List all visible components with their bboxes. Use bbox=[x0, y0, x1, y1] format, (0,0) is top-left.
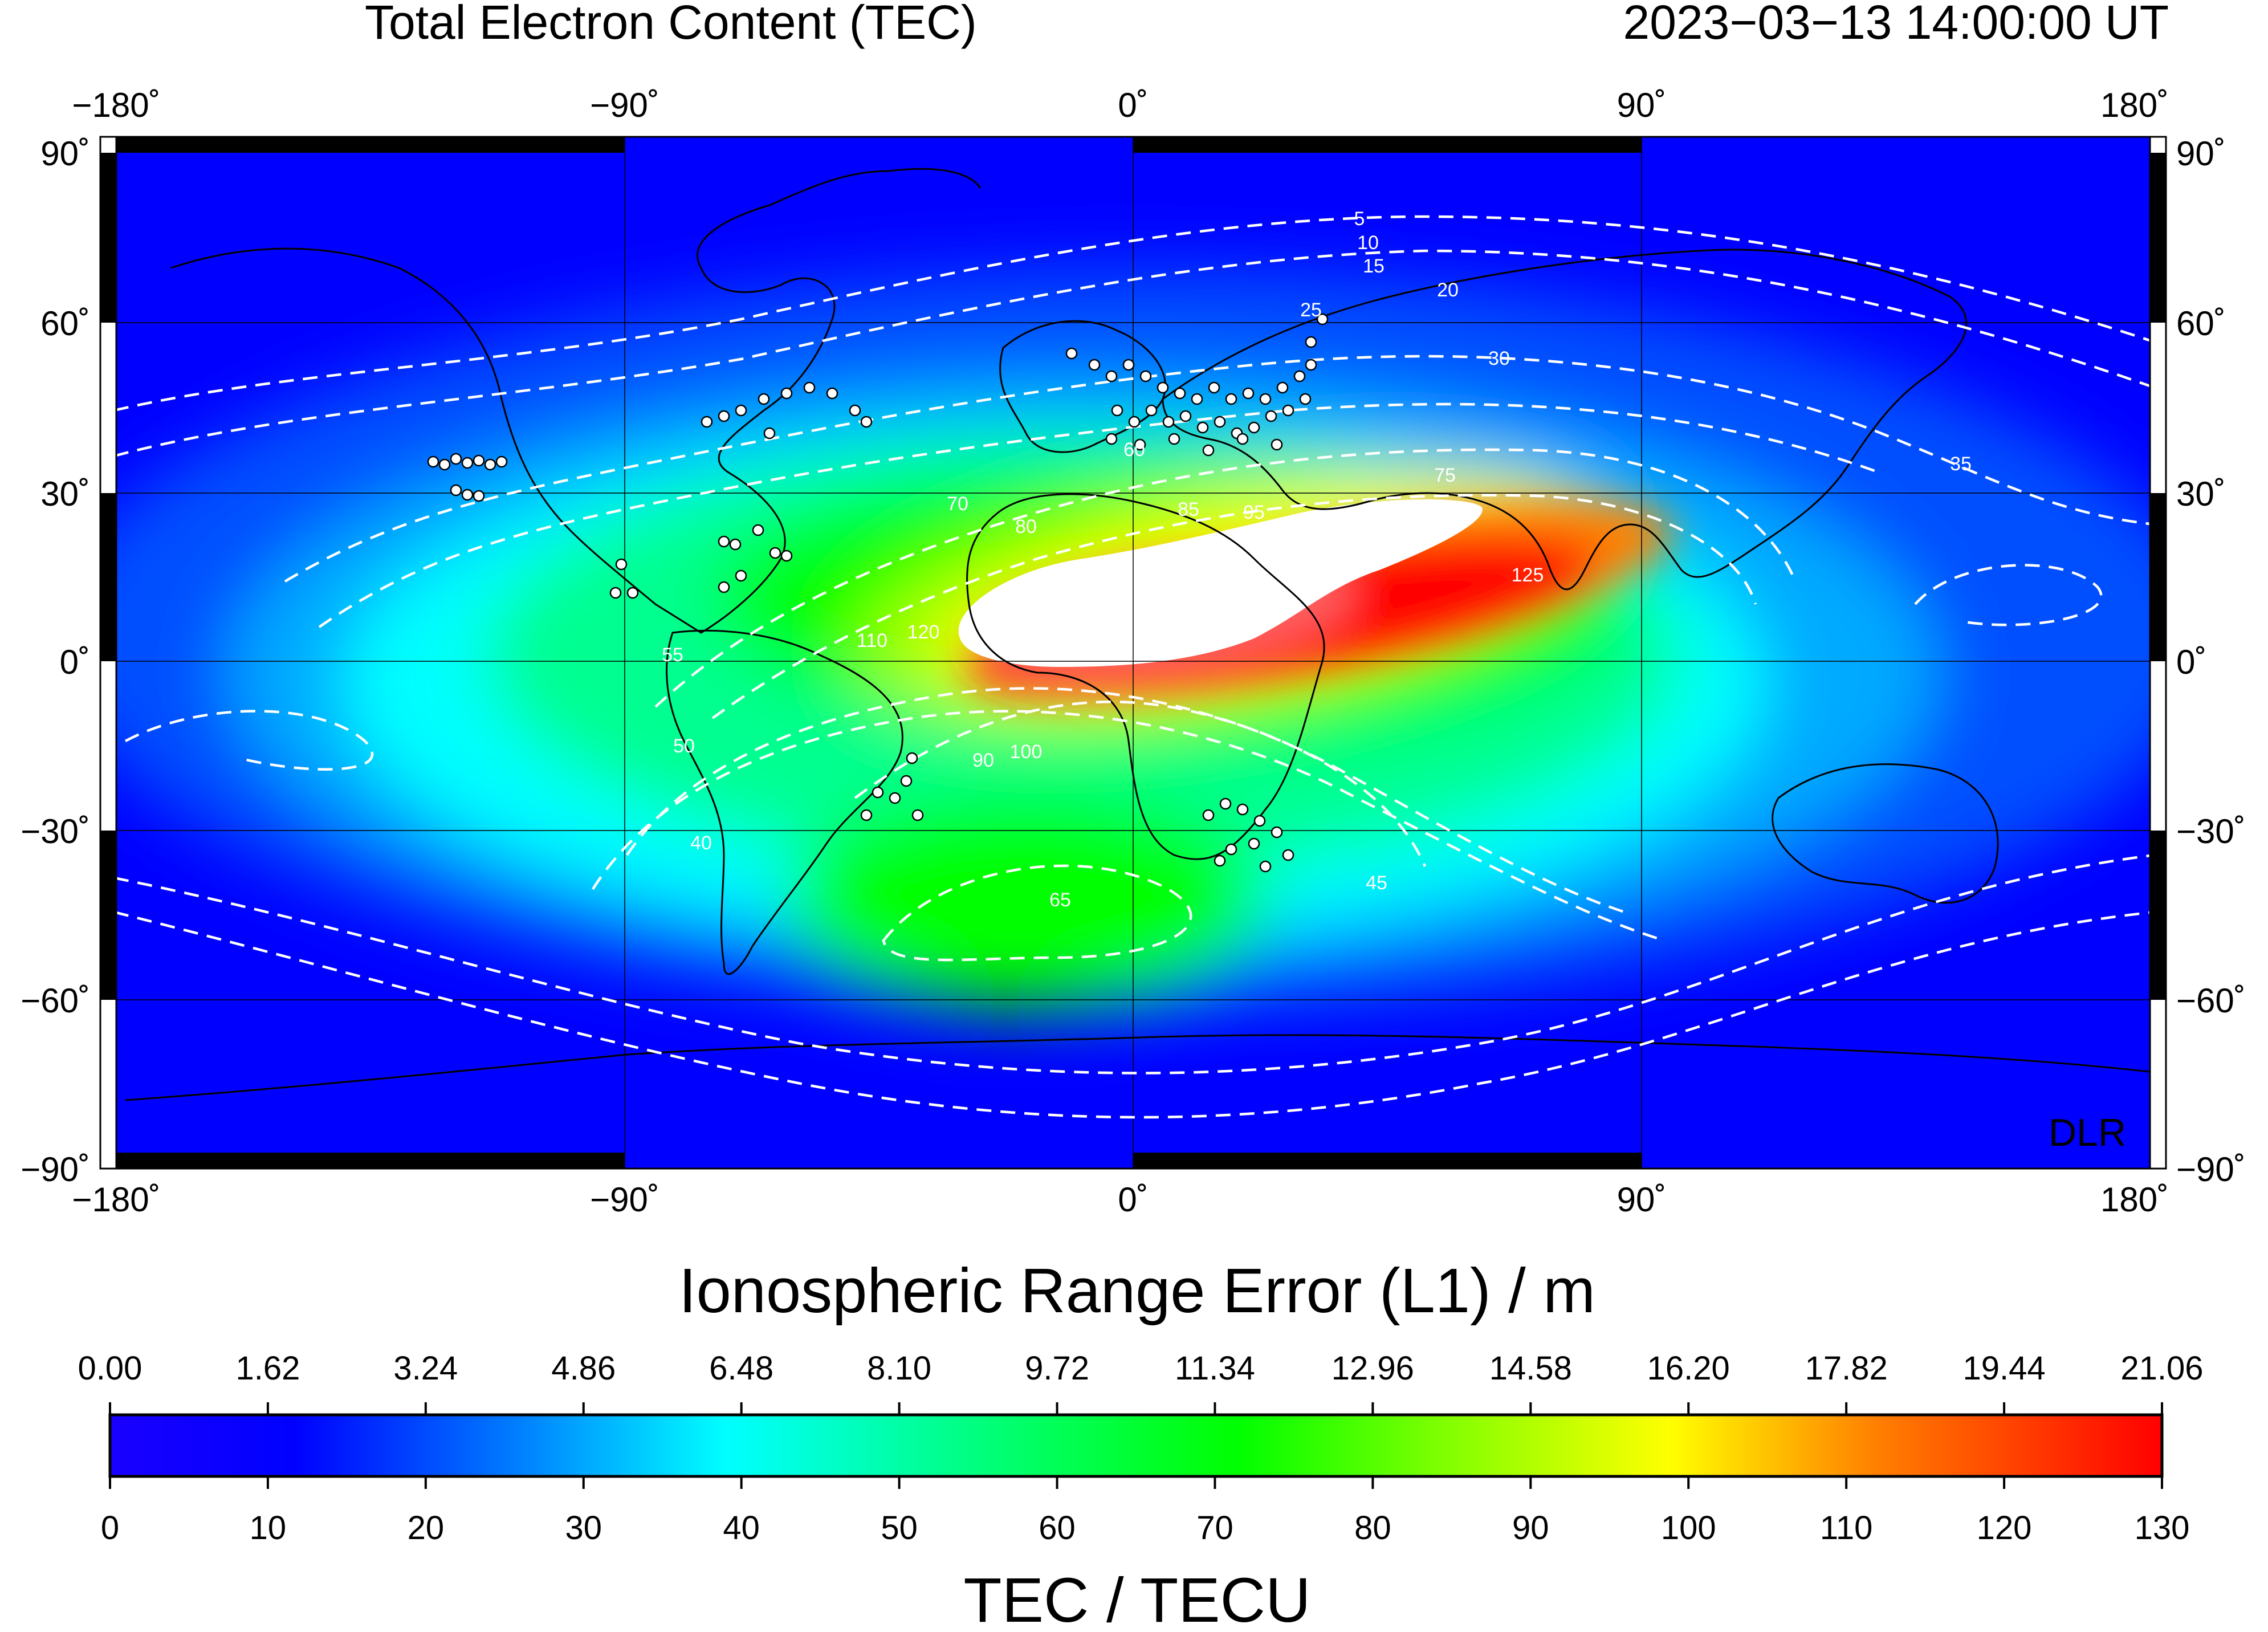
colorbar-tick-marks bbox=[109, 1402, 2163, 1489]
colorbar-tec-tick: 10 bbox=[250, 1509, 287, 1546]
colorbar-tec-tick: 60 bbox=[1039, 1509, 1076, 1546]
lon-label: −180˚ bbox=[72, 86, 160, 124]
colorbar-tec-tick: 70 bbox=[1196, 1509, 1233, 1546]
lat-label: 30˚ bbox=[40, 475, 90, 513]
lon-labels-top: −180˚ −90˚ 0˚ 90˚ 180˚ bbox=[72, 86, 2169, 124]
contour-label: 75 bbox=[1434, 465, 1456, 486]
colorbar-range-tick: 4.86 bbox=[551, 1350, 616, 1387]
contour-label: 5 bbox=[1354, 208, 1365, 230]
contour-label: 125 bbox=[1512, 564, 1544, 586]
lon-labels-bottom: −180˚ −90˚ 0˚ 90˚ 180˚ bbox=[72, 1181, 2169, 1219]
lat-labels-left: 90˚ 60˚ 30˚ 0˚ −30˚ −60˚ −90˚ bbox=[21, 135, 90, 1189]
colorbar-range-tick: 9.72 bbox=[1025, 1350, 1089, 1387]
contour-label: 85 bbox=[1178, 499, 1199, 520]
lat-label: −60˚ bbox=[21, 982, 90, 1020]
colorbar-top-ticks: 0.00 1.62 3.24 4.86 6.48 8.10 9.72 11.34 12.96 14… bbox=[78, 1350, 2204, 1387]
dlr-watermark: DLR bbox=[2049, 1111, 2126, 1154]
contour-label: 65 bbox=[1049, 889, 1071, 911]
colorbar-range-tick: 21.06 bbox=[2120, 1350, 2203, 1387]
lat-label: −90˚ bbox=[21, 1150, 90, 1189]
tec-contours bbox=[116, 215, 2150, 1119]
contour-label: 55 bbox=[662, 644, 683, 666]
graticule bbox=[116, 137, 2150, 1169]
lon-label: 90˚ bbox=[1617, 1181, 1667, 1219]
lon-label: −90˚ bbox=[590, 86, 659, 124]
colorbar-tec-tick: 120 bbox=[1977, 1509, 2032, 1546]
tec-field bbox=[116, 137, 2150, 1169]
colorbar-title-bottom: TEC / TECU bbox=[963, 1565, 1310, 1629]
colorbar-tec-tick: 0 bbox=[101, 1509, 119, 1546]
contour-label: 40 bbox=[690, 832, 712, 854]
lon-label: −90˚ bbox=[590, 1181, 659, 1219]
colorbar-range-tick: 1.62 bbox=[235, 1350, 300, 1387]
lat-label: 0˚ bbox=[2176, 643, 2206, 681]
colorbar-tec-tick: 80 bbox=[1354, 1509, 1391, 1546]
colorbar-tec-tick: 130 bbox=[2135, 1509, 2190, 1546]
colorbar-tec-tick: 20 bbox=[408, 1509, 445, 1546]
contour-label: 20 bbox=[1437, 279, 1459, 301]
colorbar-tec-tick: 100 bbox=[1661, 1509, 1716, 1546]
contour-label: 30 bbox=[1488, 348, 1510, 369]
contour-label: 45 bbox=[1366, 872, 1387, 894]
colorbar-range-tick: 8.10 bbox=[867, 1350, 931, 1387]
colorbar-tec-tick: 90 bbox=[1512, 1509, 1549, 1546]
tec-peak-region bbox=[958, 499, 1483, 667]
map-frame bbox=[99, 136, 2167, 1170]
colorbar-bottom-ticks: 0 10 20 30 40 50 60 70 80 90 100 110 120 130 bbox=[101, 1509, 2190, 1546]
colorbar-title-top: Ionospheric Range Error (L1) / m bbox=[679, 1256, 1595, 1326]
lat-label: 30˚ bbox=[2176, 475, 2226, 513]
lat-label: −30˚ bbox=[21, 812, 90, 850]
lat-label: 0˚ bbox=[60, 643, 90, 681]
contour-label: 10 bbox=[1357, 232, 1379, 254]
contour-label: 50 bbox=[673, 735, 695, 757]
colorbar-range-tick: 12.96 bbox=[1332, 1350, 1414, 1387]
lon-label: 180˚ bbox=[2100, 86, 2169, 124]
colorbar-range-tick: 0.00 bbox=[78, 1350, 142, 1387]
contour-label: 80 bbox=[1015, 516, 1037, 538]
colorbar-tec-tick: 50 bbox=[881, 1509, 918, 1546]
contour-label: 35 bbox=[1950, 453, 1972, 475]
colorbar-range-tick: 6.48 bbox=[709, 1350, 773, 1387]
colorbar-tec-tick: 40 bbox=[723, 1509, 760, 1546]
colorbar-range-tick: 11.34 bbox=[1175, 1350, 1255, 1387]
lon-label: 180˚ bbox=[2100, 1181, 2169, 1219]
contour-label: 120 bbox=[907, 621, 940, 643]
colorbar-range-tick: 19.44 bbox=[1962, 1350, 2045, 1387]
lat-label: 90˚ bbox=[40, 135, 90, 173]
contour-labels: 5 10 15 20 25 30 35 40 45 50 55 60 65 70… bbox=[662, 208, 1972, 911]
contour-label: 100 bbox=[1010, 741, 1043, 763]
lat-label: −60˚ bbox=[2176, 982, 2246, 1020]
timestamp: 2023−03−13 14:00:00 UT bbox=[1623, 0, 2169, 49]
colorbar-range-tick: 3.24 bbox=[393, 1350, 458, 1387]
colorbar-range-tick: 14.58 bbox=[1489, 1350, 1572, 1387]
lat-label: −30˚ bbox=[2176, 812, 2246, 850]
colorbar-range-tick: 16.20 bbox=[1647, 1350, 1730, 1387]
contour-label: 25 bbox=[1300, 299, 1322, 321]
contour-label: 15 bbox=[1363, 255, 1385, 277]
lon-label: 90˚ bbox=[1617, 86, 1667, 124]
contour-label: 60 bbox=[1123, 439, 1145, 461]
lon-label: −180˚ bbox=[72, 1181, 160, 1219]
contour-label: 110 bbox=[857, 630, 887, 652]
contour-label: 95 bbox=[1243, 502, 1265, 523]
lat-label: −90˚ bbox=[2176, 1150, 2246, 1189]
colorbar bbox=[108, 1413, 2164, 1478]
lat-label: 60˚ bbox=[40, 304, 90, 343]
colorbar-tec-tick: 30 bbox=[565, 1509, 602, 1546]
colorbar-tec-tick: 110 bbox=[1820, 1509, 1872, 1546]
lat-labels-right: 90˚ 60˚ 30˚ 0˚ −30˚ −60˚ −90˚ bbox=[2176, 135, 2246, 1189]
lat-label: 60˚ bbox=[2176, 304, 2226, 343]
contour-label: 70 bbox=[947, 493, 968, 515]
lon-label: 0˚ bbox=[1118, 86, 1148, 124]
contour-label: 90 bbox=[972, 750, 994, 771]
chart-title: Total Electron Content (TEC) bbox=[365, 0, 977, 49]
gnss-stations bbox=[427, 313, 1329, 873]
lon-label: 0˚ bbox=[1118, 1181, 1148, 1219]
lat-label: 90˚ bbox=[2176, 135, 2226, 173]
colorbar-range-tick: 17.82 bbox=[1805, 1350, 1888, 1387]
